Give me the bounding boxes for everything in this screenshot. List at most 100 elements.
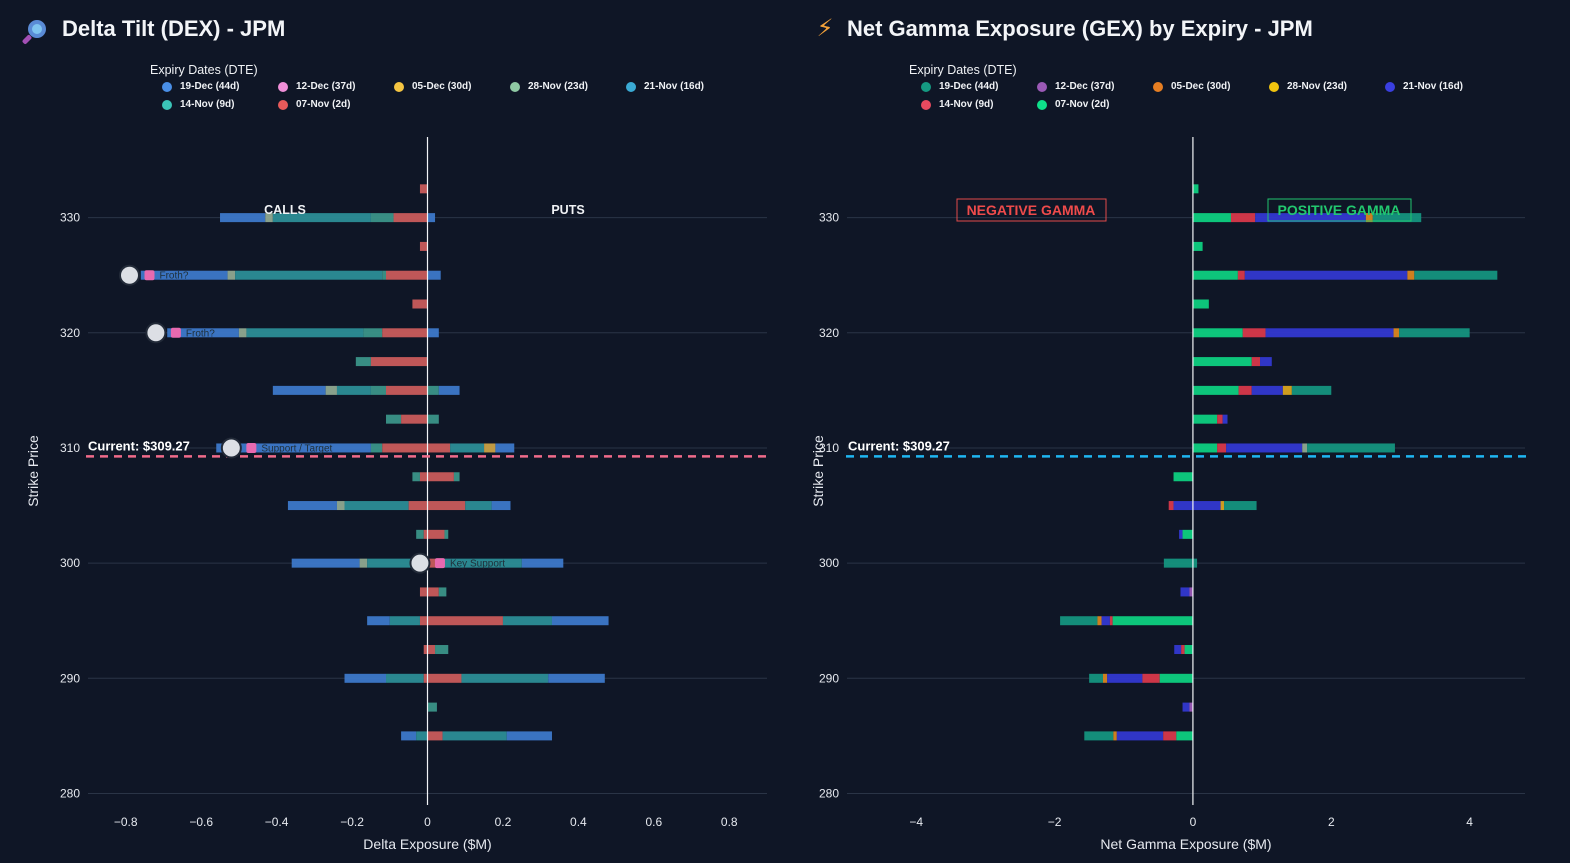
bar-segment bbox=[442, 558, 522, 568]
y-tick-label: 290 bbox=[60, 671, 80, 685]
annotation-label: Support / Target bbox=[261, 443, 332, 454]
bar-segment bbox=[1260, 357, 1272, 367]
negative-gamma-label: NEGATIVE GAMMA bbox=[967, 202, 1096, 218]
dex-legend-item[interactable]: 12-Dec (37d) bbox=[278, 81, 382, 92]
bar-segment bbox=[419, 184, 428, 194]
dex-title-text: Delta Tilt (DEX) - JPM bbox=[62, 16, 286, 41]
legend-dot-icon bbox=[921, 81, 931, 92]
y-tick-label: 280 bbox=[60, 786, 80, 800]
bar-segment bbox=[502, 616, 552, 626]
bar-segment bbox=[389, 616, 420, 626]
gex-title: ⚡ Net Gamma Exposure (GEX) by Expiry - J… bbox=[813, 12, 1313, 46]
dex-legend-item[interactable]: 21-Nov (16d) bbox=[626, 81, 730, 92]
bar-segment bbox=[1168, 501, 1174, 511]
bar-segment bbox=[1109, 616, 1113, 626]
y-tick-label: 310 bbox=[819, 441, 839, 455]
gex-legend-item[interactable]: 19-Dec (44d) bbox=[921, 81, 1025, 92]
legend-label: 12-Dec (37d) bbox=[1055, 81, 1115, 92]
positive-gamma-box bbox=[1267, 198, 1412, 222]
bar-segment bbox=[506, 731, 552, 741]
bar-segment bbox=[1192, 414, 1218, 424]
bar-segment bbox=[272, 213, 371, 223]
gex-legend-item[interactable]: 05-Dec (30d) bbox=[1153, 81, 1257, 92]
bar-segment bbox=[419, 472, 454, 482]
bar-segment bbox=[336, 385, 371, 395]
bar-segment bbox=[370, 357, 428, 367]
gex-legend-item[interactable]: 28-Nov (23d) bbox=[1269, 81, 1373, 92]
x-tick-label: −4 bbox=[909, 815, 923, 829]
legend-dot-icon bbox=[1153, 81, 1163, 92]
gex-legend-items: 19-Dec (44d) 12-Dec (37d) 05-Dec (30d) 28-N… bbox=[909, 81, 1539, 110]
y-tick-label: 300 bbox=[60, 556, 80, 570]
annotation-label: Key Support bbox=[450, 559, 505, 570]
bar-segment bbox=[265, 213, 273, 223]
bar-segment bbox=[423, 529, 445, 539]
gex-legend-item[interactable]: 14-Nov (9d) bbox=[921, 99, 1025, 110]
bar-segment bbox=[344, 673, 387, 683]
legend-label: 14-Nov (9d) bbox=[939, 99, 994, 110]
bar-segment bbox=[427, 414, 439, 424]
bar-segment bbox=[370, 213, 394, 223]
bar-segment bbox=[1173, 501, 1193, 511]
legend-label: 19-Dec (44d) bbox=[939, 81, 999, 92]
bar-segment bbox=[453, 472, 460, 482]
bar-segment bbox=[235, 270, 383, 280]
gex-legend-item[interactable]: 21-Nov (16d) bbox=[1385, 81, 1489, 92]
puts-label: PUTS bbox=[551, 203, 584, 217]
bar-segment bbox=[442, 731, 507, 741]
bar-segment bbox=[1238, 385, 1252, 395]
flower-icon bbox=[246, 442, 257, 453]
bar-segment bbox=[419, 616, 503, 626]
bar-segment bbox=[1302, 443, 1308, 453]
bar-segment bbox=[1192, 241, 1203, 251]
y-tick-label: 280 bbox=[819, 786, 839, 800]
bar-segment bbox=[1192, 385, 1239, 395]
bar-segment bbox=[521, 558, 564, 568]
bar-segment bbox=[1399, 328, 1470, 338]
bar-segment bbox=[1244, 270, 1408, 280]
bar-segment bbox=[227, 270, 236, 280]
legend-label: 19-Dec (44d) bbox=[180, 81, 240, 92]
lightning-icon: ⚡ bbox=[816, 15, 834, 42]
gex-legend-item[interactable]: 07-Nov (2d) bbox=[1037, 99, 1141, 110]
dex-legend-item[interactable]: 19-Dec (44d) bbox=[162, 81, 266, 92]
dex-legend-item[interactable]: 14-Nov (9d) bbox=[162, 99, 266, 110]
bar-segment bbox=[444, 529, 449, 539]
bar-segment bbox=[359, 558, 368, 568]
bar-segment bbox=[287, 501, 337, 511]
bar-segment bbox=[461, 673, 549, 683]
bar-segment bbox=[1372, 213, 1422, 223]
bar-segment bbox=[438, 385, 460, 395]
bar-segment bbox=[1192, 328, 1243, 338]
legend-dot-icon bbox=[1385, 81, 1395, 92]
legend-dot-icon bbox=[921, 99, 931, 110]
bar-segment bbox=[367, 616, 390, 626]
x-tick-label: −0.6 bbox=[189, 815, 213, 829]
annotation-marker bbox=[145, 322, 167, 344]
x-axis-title: Net Gamma Exposure ($M) bbox=[1100, 836, 1271, 852]
y-tick-label: 310 bbox=[60, 441, 80, 455]
bar-segment bbox=[1089, 673, 1103, 683]
legend-label: 05-Dec (30d) bbox=[412, 81, 472, 92]
bar-segment bbox=[344, 501, 409, 511]
x-tick-label: 2 bbox=[1328, 815, 1335, 829]
annotation-label: Froth? bbox=[159, 271, 188, 282]
gex-legend: Expiry Dates (DTE) 19-Dec (44d) 12-Dec (3… bbox=[909, 63, 1539, 110]
bar-segment bbox=[1084, 731, 1114, 741]
legend-label: 12-Dec (37d) bbox=[296, 81, 356, 92]
dex-legend-item[interactable]: 07-Nov (2d) bbox=[278, 99, 382, 110]
gex-legend-item[interactable]: 12-Dec (37d) bbox=[1037, 81, 1141, 92]
bar-segment bbox=[495, 443, 515, 453]
bar-segment bbox=[419, 587, 439, 597]
bar-segment bbox=[435, 645, 449, 655]
dex-legend-item[interactable]: 28-Nov (23d) bbox=[510, 81, 614, 92]
calls-label: CALLS bbox=[264, 203, 306, 217]
bar-segment bbox=[272, 385, 326, 395]
bar-segment bbox=[1097, 616, 1102, 626]
bar-segment bbox=[382, 328, 428, 338]
dex-legend-item[interactable]: 05-Dec (30d) bbox=[394, 81, 498, 92]
bar-segment bbox=[1407, 270, 1415, 280]
bar-segment bbox=[386, 270, 428, 280]
legend-dot-icon bbox=[394, 81, 404, 92]
x-tick-label: −0.4 bbox=[265, 815, 289, 829]
